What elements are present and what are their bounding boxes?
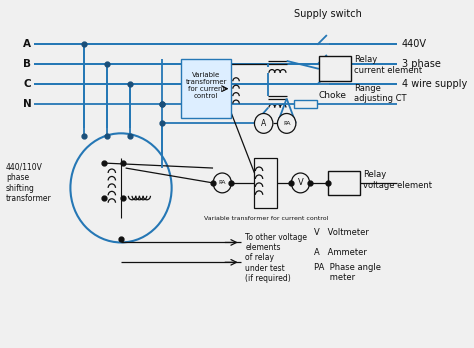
Text: C: C: [23, 79, 31, 89]
Circle shape: [213, 173, 231, 193]
Text: 440/110V
phase
shifting
transformer: 440/110V phase shifting transformer: [6, 163, 52, 203]
Bar: [328, 171, 360, 195]
Text: 440V: 440V: [401, 39, 427, 49]
Circle shape: [291, 173, 310, 193]
Text: N: N: [23, 98, 32, 109]
Text: B: B: [23, 59, 31, 69]
Text: Relay
voltage element: Relay voltage element: [363, 170, 432, 190]
Text: I: I: [340, 177, 343, 187]
Circle shape: [255, 113, 273, 133]
Text: To other voltage
elements
of relay
under test
(if required): To other voltage elements of relay under…: [245, 232, 307, 283]
Bar: [319, 56, 351, 81]
Text: Choke: Choke: [319, 90, 347, 100]
Text: Range
adjusting CT: Range adjusting CT: [354, 84, 406, 103]
Text: I: I: [331, 63, 334, 73]
Bar: [293, 100, 317, 108]
Text: Supply switch: Supply switch: [294, 9, 362, 19]
Text: Relay
current element: Relay current element: [354, 55, 422, 74]
Text: >: >: [345, 179, 353, 189]
Text: 4 wire supply: 4 wire supply: [401, 79, 467, 89]
Bar: [181, 59, 231, 118]
Circle shape: [71, 133, 172, 243]
Text: A: A: [261, 119, 266, 128]
Text: Variable
transformer
for current
control: Variable transformer for current control: [185, 72, 227, 99]
Text: PA  Phase angle
      meter: PA Phase angle meter: [314, 262, 381, 282]
Text: V: V: [298, 179, 303, 188]
Text: A: A: [23, 39, 31, 49]
Text: V   Voltmeter: V Voltmeter: [314, 228, 369, 237]
Text: A   Ammeter: A Ammeter: [314, 248, 367, 257]
Text: 3 phase: 3 phase: [401, 59, 440, 69]
Circle shape: [277, 113, 296, 133]
Text: PA: PA: [283, 121, 291, 126]
Text: >: >: [336, 65, 344, 75]
Bar: [255, 158, 277, 208]
Text: PA: PA: [219, 180, 226, 185]
Text: Variable transformer for current control: Variable transformer for current control: [204, 216, 328, 221]
